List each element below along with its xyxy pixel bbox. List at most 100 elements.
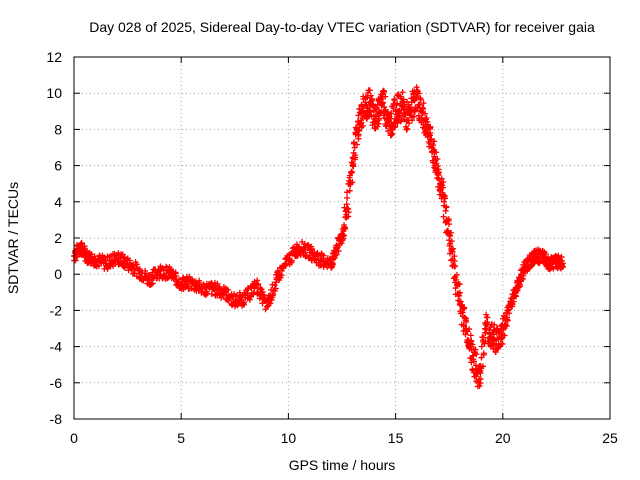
data-point	[397, 118, 404, 125]
data-point	[343, 189, 350, 196]
data-point	[125, 267, 132, 274]
data-point	[430, 142, 437, 149]
data-point	[502, 321, 509, 328]
data-point	[516, 283, 523, 290]
data-point	[402, 103, 409, 110]
data-series	[71, 84, 566, 390]
data-point	[392, 123, 399, 130]
data-point	[480, 334, 487, 341]
x-tick-label: 5	[177, 430, 185, 446]
data-point	[470, 358, 477, 365]
data-point	[380, 112, 387, 119]
data-point	[381, 104, 388, 111]
y-tick-label: 12	[46, 49, 62, 65]
data-point	[435, 166, 442, 173]
data-point	[415, 90, 422, 97]
series-sdtvar	[71, 84, 566, 390]
data-point	[232, 298, 239, 305]
data-point	[391, 97, 398, 104]
x-tick-label: 20	[495, 430, 511, 446]
y-tick-label: 8	[54, 121, 62, 137]
data-point	[499, 341, 506, 348]
data-point	[333, 251, 340, 258]
data-point	[411, 107, 418, 114]
data-point	[434, 155, 441, 162]
data-point	[254, 277, 261, 284]
data-point	[349, 169, 356, 176]
data-point	[376, 115, 383, 122]
data-point	[501, 332, 508, 339]
data-point	[351, 144, 358, 151]
data-point	[130, 262, 137, 269]
data-point	[456, 289, 463, 296]
data-point	[427, 130, 434, 137]
data-point	[440, 178, 447, 185]
data-point	[456, 281, 463, 288]
data-point	[413, 94, 420, 101]
data-point	[451, 258, 458, 265]
data-point	[419, 109, 426, 116]
data-point	[446, 237, 453, 244]
data-point	[445, 217, 452, 224]
data-point	[272, 285, 279, 292]
data-point	[166, 267, 173, 274]
data-point	[349, 179, 356, 186]
data-point	[469, 341, 476, 348]
data-point	[350, 163, 357, 170]
data-point	[420, 105, 427, 112]
data-point	[423, 115, 430, 122]
data-point	[443, 204, 450, 211]
data-point	[367, 108, 374, 115]
data-point	[559, 260, 566, 267]
data-point	[355, 135, 362, 142]
data-point	[375, 120, 382, 127]
data-point	[484, 319, 491, 326]
data-point	[388, 110, 395, 117]
data-point	[192, 278, 199, 285]
data-point	[478, 343, 485, 350]
data-point	[317, 262, 324, 269]
data-point	[441, 192, 448, 199]
data-point	[379, 99, 386, 106]
x-tick-label: 25	[602, 430, 618, 446]
data-point	[343, 201, 350, 208]
data-point	[422, 110, 429, 117]
data-point	[278, 272, 285, 279]
data-point	[308, 247, 315, 254]
data-point	[368, 97, 375, 104]
data-point	[345, 206, 352, 213]
data-point	[95, 262, 102, 269]
x-tick-label: 15	[388, 430, 404, 446]
data-point	[543, 251, 550, 258]
data-point	[342, 225, 349, 232]
data-point	[435, 176, 442, 183]
x-tick-label: 10	[281, 430, 297, 446]
data-point	[555, 252, 562, 259]
data-point	[259, 289, 266, 296]
data-point	[433, 149, 440, 156]
data-point	[448, 229, 455, 236]
data-point	[91, 253, 98, 260]
data-point	[301, 240, 308, 247]
data-point	[453, 276, 460, 283]
data-point	[344, 195, 351, 202]
data-point	[255, 281, 262, 288]
data-point	[344, 205, 351, 212]
data-point	[438, 175, 445, 182]
data-point	[431, 138, 438, 145]
data-point	[461, 305, 468, 312]
data-point	[245, 286, 252, 293]
data-point	[504, 317, 511, 324]
data-point	[453, 271, 460, 278]
data-point	[452, 285, 459, 292]
data-point	[388, 132, 395, 139]
data-point	[329, 261, 336, 268]
data-point	[271, 282, 278, 289]
data-point	[176, 276, 183, 283]
data-point	[448, 246, 455, 253]
y-tick-label: 6	[54, 158, 62, 174]
y-tick-label: 2	[54, 230, 62, 246]
data-point	[456, 292, 463, 299]
data-point	[479, 363, 486, 370]
